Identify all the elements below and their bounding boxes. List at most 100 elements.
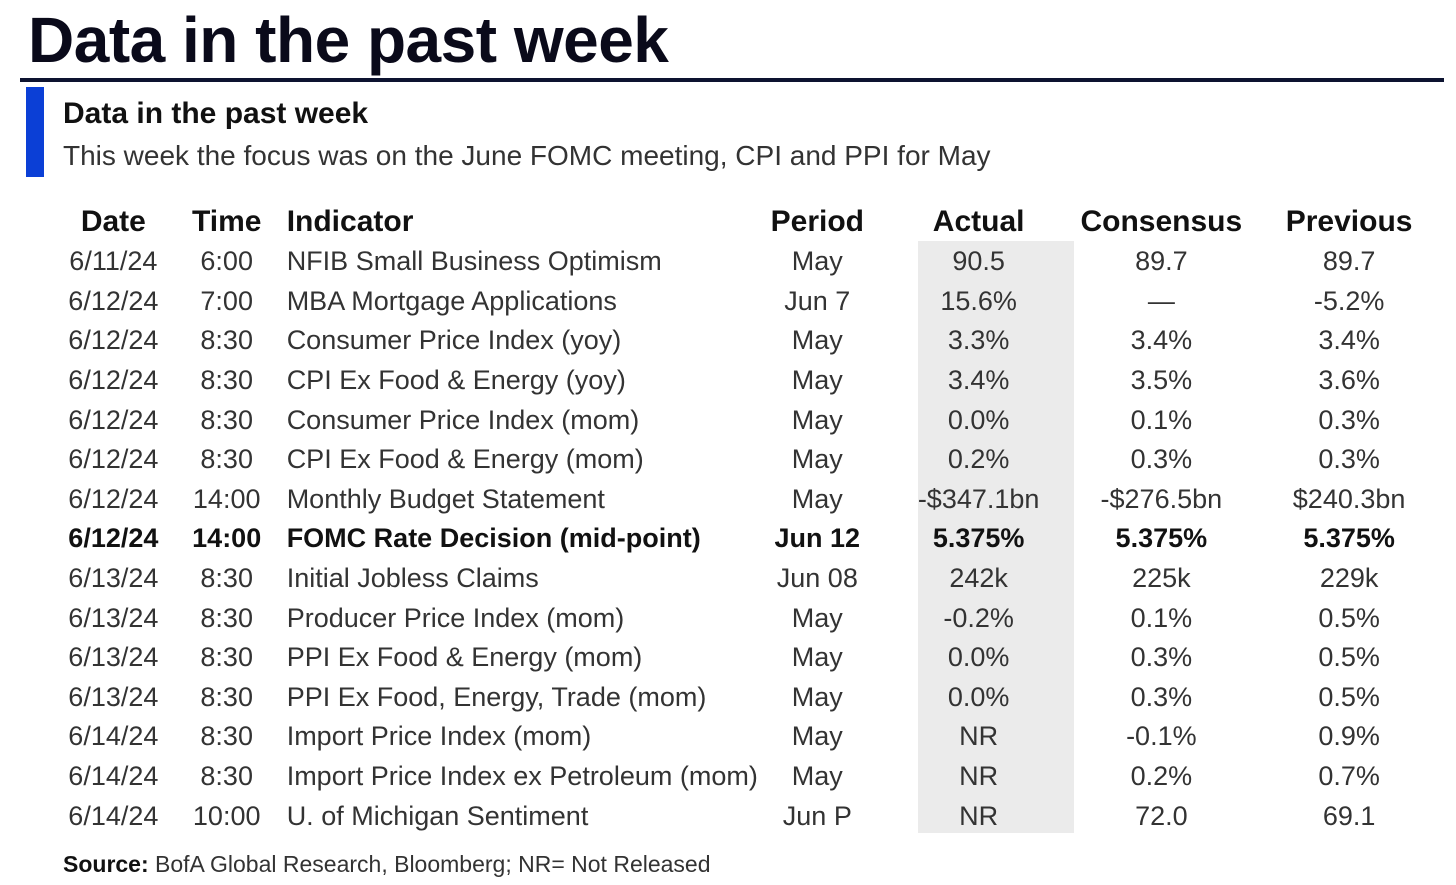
cell-previous: 0.7% xyxy=(1318,761,1380,792)
cell-indicator: Producer Price Index (mom) xyxy=(286,602,625,633)
cell-time: 7:00 xyxy=(200,285,253,316)
table-row: 6/12/24 8:30 Consumer Price Index (mom) May… xyxy=(60,400,1456,440)
cell-previous: 0.9% xyxy=(1318,721,1380,752)
cell-previous: 0.5% xyxy=(1318,642,1380,673)
cell-consensus: 72.0 xyxy=(1135,800,1188,831)
cell-period: May xyxy=(791,325,843,356)
cell-actual: 0.0% xyxy=(947,642,1010,673)
cell-indicator: Monthly Budget Statement xyxy=(286,483,605,514)
cell-time: 8:30 xyxy=(200,721,253,752)
actual-column-shading xyxy=(918,241,1074,833)
cell-time: 6:00 xyxy=(200,246,253,277)
cell-period: Jun P xyxy=(782,800,852,831)
cell-period: Jun 7 xyxy=(784,285,851,316)
cell-previous: $240.3bn xyxy=(1292,483,1406,514)
cell-period: Jun 08 xyxy=(776,563,858,594)
cell-previous: 0.5% xyxy=(1318,602,1380,633)
cell-consensus: 0.1% xyxy=(1130,404,1193,435)
cell-previous: 0.3% xyxy=(1318,444,1380,475)
cell-time: 8:30 xyxy=(200,681,253,712)
cell-previous: 3.6% xyxy=(1318,365,1380,396)
cell-actual: 242k xyxy=(949,563,1008,594)
table-row: 6/14/24 10:00 U. of Michigan Sentiment Jun … xyxy=(60,796,1456,836)
cell-period: May xyxy=(791,246,843,277)
cell-time: 8:30 xyxy=(200,761,253,792)
cell-actual: -$347.1bn xyxy=(917,483,1040,514)
cell-date: 6/13/24 xyxy=(68,602,159,633)
cell-consensus: -0.1% xyxy=(1126,721,1197,752)
header-date: Date xyxy=(80,205,146,238)
table-body: 6/11/24 6:00 NFIB Small Business Optimism M… xyxy=(60,242,1456,836)
cell-time: 14:00 xyxy=(192,483,261,514)
cell-date: 6/12/24 xyxy=(68,325,159,356)
table-row: 6/12/24 8:30 CPI Ex Food & Energy (yoy) May… xyxy=(60,361,1456,401)
table-row: 6/11/24 6:00 NFIB Small Business Optimism M… xyxy=(60,242,1456,282)
cell-previous: 5.375% xyxy=(1303,523,1395,554)
cell-consensus: 3.4% xyxy=(1130,325,1193,356)
cell-consensus: 0.3% xyxy=(1130,681,1193,712)
cell-consensus: 225k xyxy=(1132,563,1191,594)
source-label: Source: xyxy=(63,851,149,877)
cell-time: 8:30 xyxy=(200,444,253,475)
cell-time: 14:00 xyxy=(192,523,262,554)
cell-date: 6/14/24 xyxy=(68,761,159,792)
cell-period: May xyxy=(791,365,843,396)
cell-actual: 15.6% xyxy=(940,285,1017,316)
cell-period: May xyxy=(791,404,843,435)
cell-date: 6/13/24 xyxy=(68,563,159,594)
cell-date: 6/12/24 xyxy=(68,444,159,475)
cell-date: 6/12/24 xyxy=(68,404,159,435)
cell-date: 6/13/24 xyxy=(68,681,159,712)
cell-time: 8:30 xyxy=(200,602,253,633)
cell-consensus: 3.5% xyxy=(1130,365,1193,396)
cell-previous: 0.5% xyxy=(1318,681,1380,712)
cell-date: 6/12/24 xyxy=(68,483,159,514)
cell-date: 6/12/24 xyxy=(68,523,159,554)
cell-indicator: Consumer Price Index (mom) xyxy=(286,404,640,435)
cell-period: May xyxy=(791,483,843,514)
cell-period: May xyxy=(791,444,843,475)
table-row: 6/13/24 8:30 Initial Jobless Claims Jun 08 2… xyxy=(60,559,1456,599)
cell-consensus: -$276.5bn xyxy=(1100,483,1223,514)
cell-previous: 3.4% xyxy=(1318,325,1380,356)
cell-actual: 0.0% xyxy=(947,404,1010,435)
cell-date: 6/12/24 xyxy=(68,365,159,396)
cell-consensus: 0.2% xyxy=(1130,761,1193,792)
table-row: 6/12/24 14:00 Monthly Budget Statement May -… xyxy=(60,480,1456,520)
cell-indicator: NFIB Small Business Optimism xyxy=(286,246,662,277)
cell-indicator: FOMC Rate Decision (mid-point) xyxy=(286,523,701,554)
cell-consensus: 0.1% xyxy=(1130,602,1193,633)
cell-date: 6/14/24 xyxy=(68,721,159,752)
cell-time: 8:30 xyxy=(200,563,253,594)
cell-consensus: 89.7 xyxy=(1135,246,1188,277)
cell-time: 10:00 xyxy=(192,800,261,831)
cell-actual: 90.5 xyxy=(952,246,1005,277)
table-row: 6/12/24 7:00 MBA Mortgage Applications Jun … xyxy=(60,282,1456,322)
title-divider xyxy=(20,78,1444,82)
table-row: 6/13/24 8:30 Producer Price Index (mom) May… xyxy=(60,598,1456,638)
cell-consensus: — xyxy=(1147,285,1175,316)
cell-previous: 69.1 xyxy=(1322,800,1376,831)
cell-actual: NR xyxy=(959,721,999,752)
economic-data-table: Date Time Indicator Period Actual Consen… xyxy=(60,202,1456,836)
cell-date: 6/13/24 xyxy=(68,642,159,673)
cell-indicator: Consumer Price Index (yoy) xyxy=(286,325,622,356)
cell-actual: 0.0% xyxy=(947,681,1010,712)
cell-previous: -5.2% xyxy=(1313,285,1385,316)
header-indicator: Indicator xyxy=(286,205,414,238)
cell-period: May xyxy=(791,721,843,752)
cell-period: May xyxy=(791,602,843,633)
table-header-row: Date Time Indicator Period Actual Consen… xyxy=(60,202,1456,242)
cell-previous: 0.3% xyxy=(1318,404,1380,435)
page-title: Data in the past week xyxy=(28,4,669,76)
cell-indicator: U. of Michigan Sentiment xyxy=(286,800,589,831)
cell-period: May xyxy=(791,642,843,673)
cell-period: Jun 12 xyxy=(774,523,861,554)
cell-date: 6/11/24 xyxy=(69,246,158,277)
cell-indicator: Import Price Index (mom) xyxy=(286,721,592,752)
header-previous: Previous xyxy=(1285,205,1413,238)
cell-consensus: 0.3% xyxy=(1130,444,1193,475)
cell-date: 6/12/24 xyxy=(68,285,159,316)
cell-indicator: MBA Mortgage Applications xyxy=(286,285,617,316)
cell-previous: 89.7 xyxy=(1322,246,1376,277)
